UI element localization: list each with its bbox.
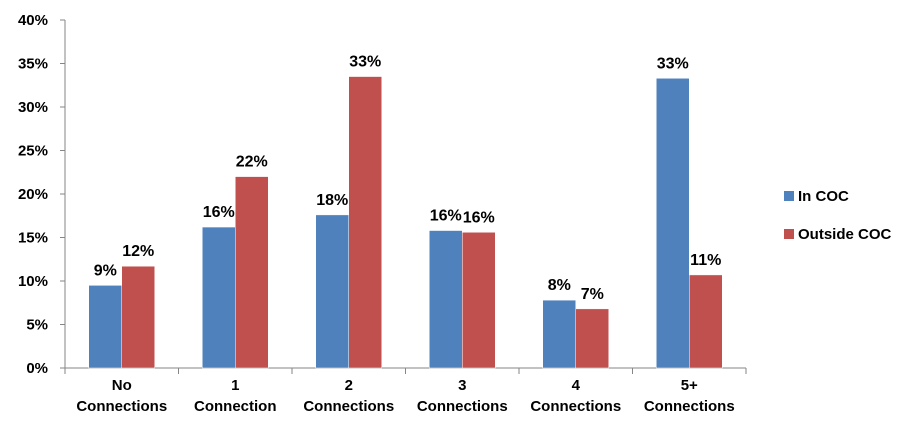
data-label: 16%	[430, 208, 462, 225]
bar-outside-coc	[121, 265, 155, 369]
bar-in-coc	[88, 285, 122, 369]
bar-in-coc	[656, 78, 690, 369]
y-tick-label: 10%	[18, 273, 48, 290]
y-tick-label: 5%	[26, 317, 48, 334]
bar-outside-coc	[462, 232, 496, 369]
data-label: 9%	[94, 262, 117, 279]
data-label: 16%	[463, 209, 495, 226]
chart-axes: 0% 5% 10% 15% 20% 25% 30% 35% 40% No Connections 1 C…	[18, 12, 747, 415]
x-category-label: 3 Connections	[417, 377, 508, 415]
x-category-label: 4 Connections	[530, 377, 621, 415]
x-category-label: 2 Connections	[303, 377, 394, 415]
bar-outside-coc	[689, 274, 723, 369]
bar-in-coc	[429, 230, 463, 369]
legend-label: Outside COC	[798, 226, 892, 243]
data-label: 11%	[690, 252, 721, 269]
y-tick-label: 15%	[18, 230, 48, 247]
data-label: 33%	[657, 55, 689, 72]
data-label: 22%	[236, 154, 268, 171]
data-label: 8%	[548, 277, 571, 294]
bar-in-coc	[202, 226, 236, 369]
data-label: 18%	[316, 192, 348, 209]
chart-bars	[88, 76, 723, 369]
x-category-label: 1 Connection	[194, 377, 277, 415]
y-tick-label: 30%	[18, 99, 48, 116]
y-tick-label: 20%	[18, 186, 48, 203]
y-tick-label: 0%	[26, 360, 48, 377]
chart-legend: In COC Outside COC	[784, 188, 892, 243]
y-tick-label: 40%	[18, 12, 48, 29]
chart-data-labels: 9% 16% 18% 16% 8% 33% 12% 22% 33% 16% 7% 11%	[94, 54, 722, 303]
bar-outside-coc	[575, 308, 609, 369]
bar-in-coc	[542, 299, 576, 369]
bar-outside-coc	[235, 176, 269, 369]
legend-swatch	[784, 229, 794, 239]
data-label: 33%	[349, 54, 381, 71]
legend-swatch	[784, 191, 794, 201]
y-tick-label: 35%	[18, 56, 48, 73]
y-tick-label: 25%	[18, 143, 48, 160]
bar-in-coc	[315, 214, 349, 369]
bar-outside-coc	[348, 76, 382, 369]
data-label: 12%	[122, 243, 154, 260]
data-label: 7%	[581, 286, 604, 303]
x-category-label: 5+ Connections	[644, 377, 735, 415]
legend-label: In COC	[798, 188, 849, 205]
x-category-label: No Connections	[76, 377, 167, 415]
data-label: 16%	[203, 204, 235, 221]
